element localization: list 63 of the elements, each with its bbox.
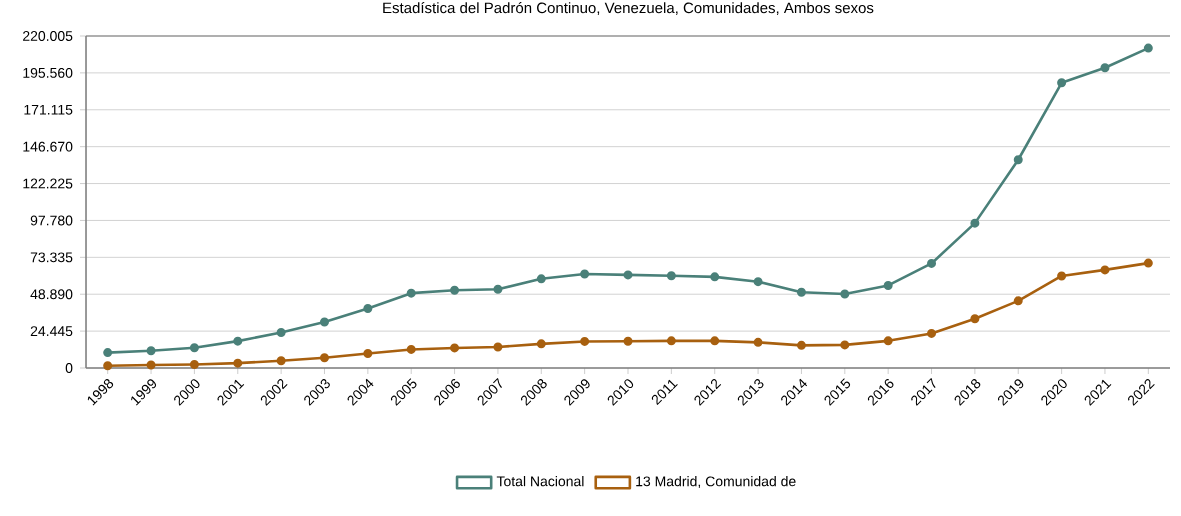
point (840, 340, 850, 350)
point (450, 343, 460, 353)
point (493, 284, 503, 294)
point (623, 336, 633, 346)
legend-label: 13 Madrid, Comunidad de (636, 476, 796, 488)
y-tick-label: 0 (65, 363, 73, 373)
point (796, 340, 806, 350)
y-tick-label: 122.225 (23, 178, 73, 189)
point (103, 361, 113, 371)
point (970, 218, 980, 228)
point (536, 274, 546, 284)
point (1013, 155, 1023, 165)
point (450, 285, 460, 295)
y-tick-label: 97.780 (30, 215, 73, 226)
point (1100, 265, 1110, 275)
point (883, 336, 893, 346)
point (233, 358, 243, 368)
point (276, 328, 286, 338)
point (753, 337, 763, 347)
y-tick-label: 73.335 (30, 252, 73, 263)
point (103, 348, 113, 358)
point (1057, 271, 1067, 281)
y-tick-label: 171.115 (24, 104, 73, 115)
point (493, 342, 503, 352)
point (927, 328, 937, 338)
point (319, 317, 329, 327)
point (146, 346, 156, 356)
point (233, 336, 243, 346)
point (189, 343, 199, 353)
point (319, 353, 329, 363)
point (840, 289, 850, 299)
point (883, 280, 893, 290)
point (580, 336, 590, 346)
point (753, 277, 763, 287)
point (406, 288, 416, 298)
y-tick-label: 146.670 (23, 141, 73, 152)
point (363, 304, 373, 314)
point (406, 344, 416, 354)
point (623, 270, 633, 280)
point (710, 272, 720, 282)
point (536, 339, 546, 349)
point (189, 360, 199, 370)
point (363, 349, 373, 359)
y-tick-label: 24.445 (30, 326, 73, 337)
y-tick-label: 220.005 (23, 31, 73, 41)
chart-title: Estadística del Padrón Continuo, Venezuela, Comunidades, Ambos sexos (383, 1, 874, 15)
point (146, 360, 156, 370)
point (710, 336, 720, 346)
y-tick-label: 48.890 (30, 289, 73, 300)
point (666, 336, 676, 346)
point (927, 258, 937, 268)
y-tick-label: 195.560 (23, 67, 73, 78)
point (1143, 43, 1153, 53)
point (1143, 258, 1153, 268)
point (796, 287, 806, 297)
point (1100, 63, 1110, 73)
point (580, 269, 590, 279)
legend-label: Total Nacional (496, 476, 584, 487)
point (970, 314, 980, 324)
point (276, 356, 286, 366)
point (1057, 78, 1067, 88)
point (1013, 296, 1023, 306)
point (666, 271, 676, 281)
